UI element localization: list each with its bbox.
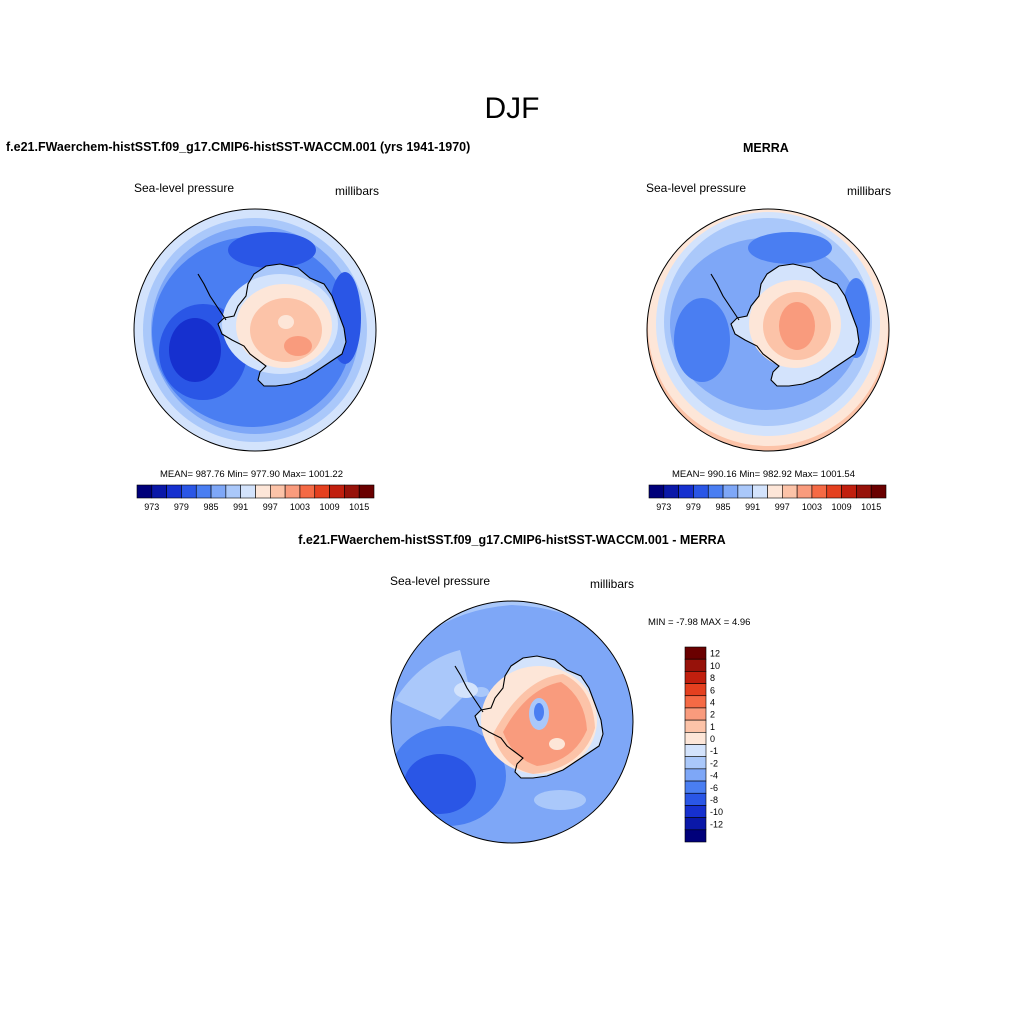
panel-diff-colorbar-tick-label: 12 (710, 649, 720, 659)
panel-diff-colorbar-box (684, 695, 707, 709)
panel-diff-colorbar-box (684, 756, 707, 770)
panel-diff-colorbar-box (684, 719, 707, 733)
panel-diff-colorbar-tick-label: -8 (710, 795, 718, 805)
panel-diff-colorbar-box (684, 817, 707, 831)
panel-diff-colorbar-tick-label: 8 (710, 673, 715, 683)
panel-obs-colorbar-box (782, 484, 798, 499)
panel-diff-colorbar-box (684, 744, 707, 757)
panel-model-colorbar-tick-label: 997 (263, 502, 278, 512)
panel-diff-colorbar-tick-label: 4 (710, 697, 715, 707)
panel-model-colorbar-tick-label: 991 (233, 502, 248, 512)
panel-diff-variable-label: Sea-level pressure (390, 574, 491, 588)
panel-diff-colorbar-tick-label: 10 (710, 661, 720, 671)
panel-obs-colorbar-box (826, 484, 842, 499)
panel-model-colorbar-box (151, 484, 167, 499)
panel-diff-colorbar-tick-label: 2 (710, 710, 715, 720)
panel-obs-colorbar-box (737, 484, 753, 499)
panel-diff-colorbar-tick-label: -4 (710, 771, 718, 781)
panel-diff-map (390, 600, 634, 844)
panel-model-colorbar-box (210, 484, 227, 499)
panel-obs-colorbar-tick-label: 1015 (861, 502, 881, 512)
panel-obs-variable-label: Sea-level pressure (646, 181, 747, 195)
panel-diff-title: f.e21.FWaerchem-histSST.f09_g17.CMIP6-hi… (298, 533, 726, 547)
panel-model-colorbar-box (344, 484, 360, 499)
panel-diff-colorbar-box (684, 780, 707, 794)
panel-model-map (133, 208, 377, 452)
panel-model-colorbar-tick-label: 1009 (320, 502, 340, 512)
main-title: DJF (484, 92, 540, 125)
panel-model-colorbar-box (195, 484, 212, 499)
panel-model-colorbar-tick-label: 973 (144, 502, 159, 512)
panel-obs-colorbar-box (722, 484, 739, 499)
panel-model-colorbar-tick-label: 1003 (290, 502, 310, 512)
panel-obs-colorbar-tick-label: 991 (745, 502, 760, 512)
panel-diff-colorbar-tick-label: -12 (710, 819, 723, 829)
panel-diff-colorbar-box (684, 805, 707, 818)
panel-obs-colorbar-tick-label: 1009 (832, 502, 852, 512)
panel-diff-colorbar-tick-label: 1 (710, 722, 715, 732)
panel-model-variable-label: Sea-level pressure (134, 181, 235, 195)
panel-obs-colorbar-box (856, 484, 872, 499)
panel-diff-colorbar-box (684, 658, 707, 672)
panel-obs-colorbar-box (752, 484, 768, 499)
panel-diff-colorbar-box (684, 707, 707, 721)
panel-model-colorbar-box (299, 484, 316, 499)
panel-model-colorbar-box (329, 484, 345, 499)
panel-obs-colorbar-tick-label: 997 (775, 502, 790, 512)
panel-obs-colorbar-box (663, 484, 679, 499)
panel-diff-colorbar-box (684, 732, 707, 745)
panel-diff-colorbar-box (684, 768, 707, 782)
panel-model-colorbar-box (284, 484, 301, 499)
panel-obs-colorbar-box (767, 484, 783, 499)
panel-obs-map (646, 208, 890, 452)
panel-obs-stats: MEAN= 990.16 Min= 982.92 Max= 1001.54 (672, 469, 855, 480)
panel-obs-colorbar-box (648, 484, 665, 499)
panel-model-stats: MEAN= 987.76 Min= 977.90 Max= 1001.22 (160, 469, 343, 480)
panel-model-colorbar-box (314, 484, 330, 499)
panel-diff-units-label: millibars (590, 577, 635, 591)
panel-model-colorbar-box (255, 484, 271, 499)
panel-diff-colorbar-tick-label: -10 (710, 807, 723, 817)
panel-obs-units-label: millibars (847, 184, 892, 198)
panel-obs-colorbar-tick-label: 973 (656, 502, 671, 512)
panel-model-colorbar-tick-label: 979 (174, 502, 189, 512)
panel-obs-title: MERRA (743, 141, 789, 155)
panel-model-colorbar-box (270, 484, 286, 499)
panel-model-title: f.e21.FWaerchem-histSST.f09_g17.CMIP6-hi… (6, 140, 471, 154)
panel-diff-colorbar-tick-label: -1 (710, 746, 718, 756)
panel-diff-colorbar-tick-label: 6 (710, 685, 715, 695)
panel-model-colorbar-box (166, 484, 182, 499)
panel-obs-colorbar-tick-label: 979 (686, 502, 701, 512)
panel-obs-colorbar-box (707, 484, 724, 499)
panel-diff-colorbar-box (684, 792, 707, 806)
panel-diff-colorbar-box (684, 829, 707, 843)
panel-model-colorbar-box (181, 484, 197, 499)
panel-obs-colorbar-box (796, 484, 813, 499)
panel-model-colorbar-tick-label: 985 (204, 502, 219, 512)
panel-model-colorbar-box (225, 484, 241, 499)
panel-diff-colorbar-box (684, 646, 707, 660)
panel-diff-colorbar-box (684, 671, 707, 684)
panel-obs-colorbar-box (678, 484, 694, 499)
panel-obs-colorbar-box (811, 484, 828, 499)
panel-model-colorbar-tick-label: 1015 (349, 502, 369, 512)
panel-obs-colorbar-box (693, 484, 709, 499)
panel-diff-stats: MIN = -7.98 MAX = 4.96 (648, 617, 751, 628)
panel-model-colorbar-box (240, 484, 256, 499)
panel-obs-colorbar-box (841, 484, 857, 499)
panel-model-units-label: millibars (335, 184, 380, 198)
panel-model-colorbar-box (358, 484, 375, 499)
panel-obs-colorbar-tick-label: 985 (716, 502, 731, 512)
panel-diff-colorbar-tick-label: -6 (710, 783, 718, 793)
panel-diff-colorbar-tick-label: -2 (710, 758, 718, 768)
panel-diff-colorbar-tick-label: 0 (710, 734, 715, 744)
panel-diff-colorbar-box (684, 683, 707, 697)
panel-model-colorbar-box (136, 484, 153, 499)
panel-obs-colorbar-box (870, 484, 887, 499)
panel-obs-colorbar-tick-label: 1003 (802, 502, 822, 512)
